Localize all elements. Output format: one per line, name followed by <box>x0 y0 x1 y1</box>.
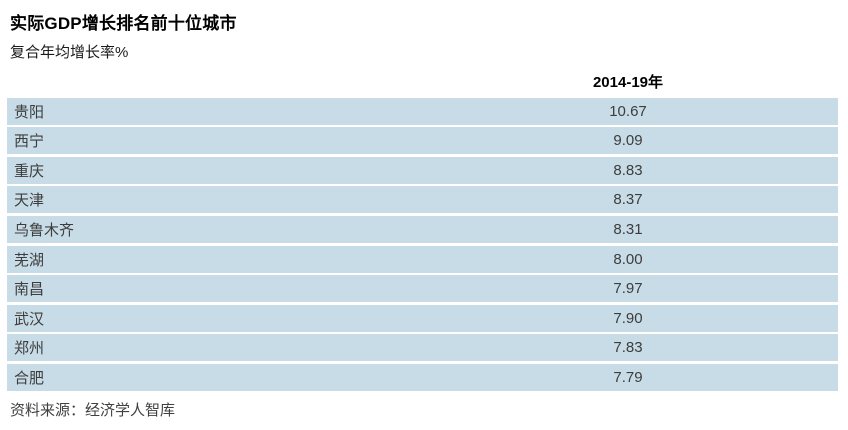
growth-value: 8.83 <box>613 161 643 179</box>
growth-value: 7.83 <box>613 339 643 357</box>
growth-value: 8.31 <box>613 220 643 238</box>
city-name: 贵阳 <box>14 103 45 121</box>
growth-value: 10.67 <box>609 102 647 120</box>
table-row: 武汉 7.90 <box>7 304 838 332</box>
table-row: 乌鲁木齐 8.31 <box>7 215 838 243</box>
table-row: 合肥 7.79 <box>7 363 838 391</box>
growth-value: 7.79 <box>613 368 643 386</box>
source-note: 资料来源：经济学人智库 <box>10 402 176 419</box>
table-row: 西宁 9.09 <box>7 127 838 155</box>
growth-value: 8.00 <box>613 250 643 268</box>
table-row: 天津 8.37 <box>7 186 838 214</box>
growth-value: 7.97 <box>613 280 643 298</box>
city-name: 重庆 <box>14 162 45 180</box>
gdp-growth-table: 2014-19年 贵阳 10.67 西宁 9.09 重庆 8.83 天津 8.37 乌鲁木齐 8.… <box>7 68 838 391</box>
city-name: 南昌 <box>14 281 45 299</box>
table-row: 重庆 8.83 <box>7 156 838 184</box>
city-name: 芜湖 <box>14 251 45 269</box>
growth-value: 8.37 <box>613 191 643 209</box>
table-body: 贵阳 10.67 西宁 9.09 重庆 8.83 天津 8.37 乌鲁木齐 8.31 芜湖 8.00 南… <box>7 97 838 391</box>
growth-value: 9.09 <box>613 132 643 150</box>
city-name: 郑州 <box>14 340 45 358</box>
page-subtitle: 复合年均增长率% <box>10 44 129 61</box>
city-name: 西宁 <box>14 133 45 151</box>
table-row: 贵阳 10.67 <box>7 97 838 125</box>
city-name: 乌鲁木齐 <box>14 221 75 239</box>
table-row: 芜湖 8.00 <box>7 245 838 273</box>
growth-value: 7.90 <box>613 309 643 327</box>
value-column-header: 2014-19年 <box>592 74 664 91</box>
table-row: 郑州 7.83 <box>7 334 838 362</box>
page-title: 实际GDP增长排名前十位城市 <box>10 14 237 33</box>
table-header-row: 2014-19年 <box>7 68 838 95</box>
city-name: 武汉 <box>14 310 45 328</box>
city-name: 天津 <box>14 192 45 210</box>
table-row: 南昌 7.97 <box>7 275 838 303</box>
city-name: 合肥 <box>14 369 45 387</box>
